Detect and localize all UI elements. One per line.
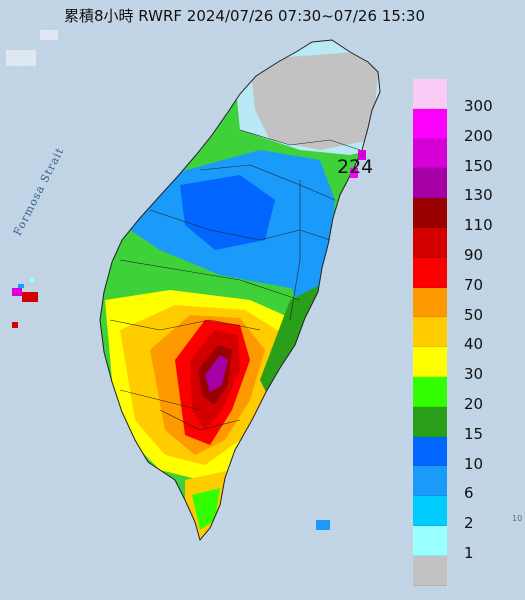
legend-label: 6: [464, 484, 474, 503]
legend-label: 20: [464, 395, 484, 413]
legend-label: 10: [464, 454, 484, 473]
legend-swatch: [413, 376, 447, 407]
legend-label: 130: [464, 186, 493, 205]
legend-label: 90: [464, 246, 484, 264]
legend-label: 70: [464, 275, 484, 294]
legend-swatch: [413, 436, 447, 467]
legend-label: 15: [464, 424, 484, 443]
legend-label: 150: [464, 156, 493, 175]
legend-label: 50: [464, 305, 484, 324]
legend-label: 110: [464, 216, 493, 235]
legend-swatch: [413, 257, 447, 288]
legend-swatch: [413, 108, 447, 139]
legend-swatch: [413, 406, 447, 437]
legend-label: 200: [464, 126, 493, 145]
legend-swatch: [413, 138, 447, 169]
max-rainfall-label: 224: [337, 156, 374, 178]
legend-label: 30: [464, 365, 484, 384]
legend-swatch: [413, 227, 447, 258]
legend-label: 40: [464, 335, 484, 354]
legend-swatch: [413, 496, 447, 526]
map-title: 累積8小時 RWRF 2024/07/26 07:30~07/26 15:30: [64, 7, 426, 25]
legend-swatch: [413, 168, 447, 199]
legend-swatch: [413, 347, 447, 377]
legend-swatch: [413, 287, 447, 318]
legend-label: 300: [464, 97, 493, 115]
legend-swatch: [413, 198, 447, 228]
island-outline: [99, 39, 381, 542]
legend-label: 2: [464, 514, 474, 533]
color-legend: [413, 79, 447, 586]
legend-swatch: [413, 317, 447, 348]
legend-swatch: [413, 555, 447, 586]
north-islands-echo: [6, 30, 58, 66]
legend-label: 1: [464, 544, 474, 562]
edge-label: 10: [512, 514, 523, 523]
legend-swatch: [413, 466, 447, 497]
legend-swatch: [413, 79, 447, 109]
legend-swatch: [413, 525, 447, 556]
offshore-echo-penghu: [12, 278, 38, 328]
offshore-echo-islets: [316, 150, 366, 530]
county-boundaries: [109, 129, 361, 431]
